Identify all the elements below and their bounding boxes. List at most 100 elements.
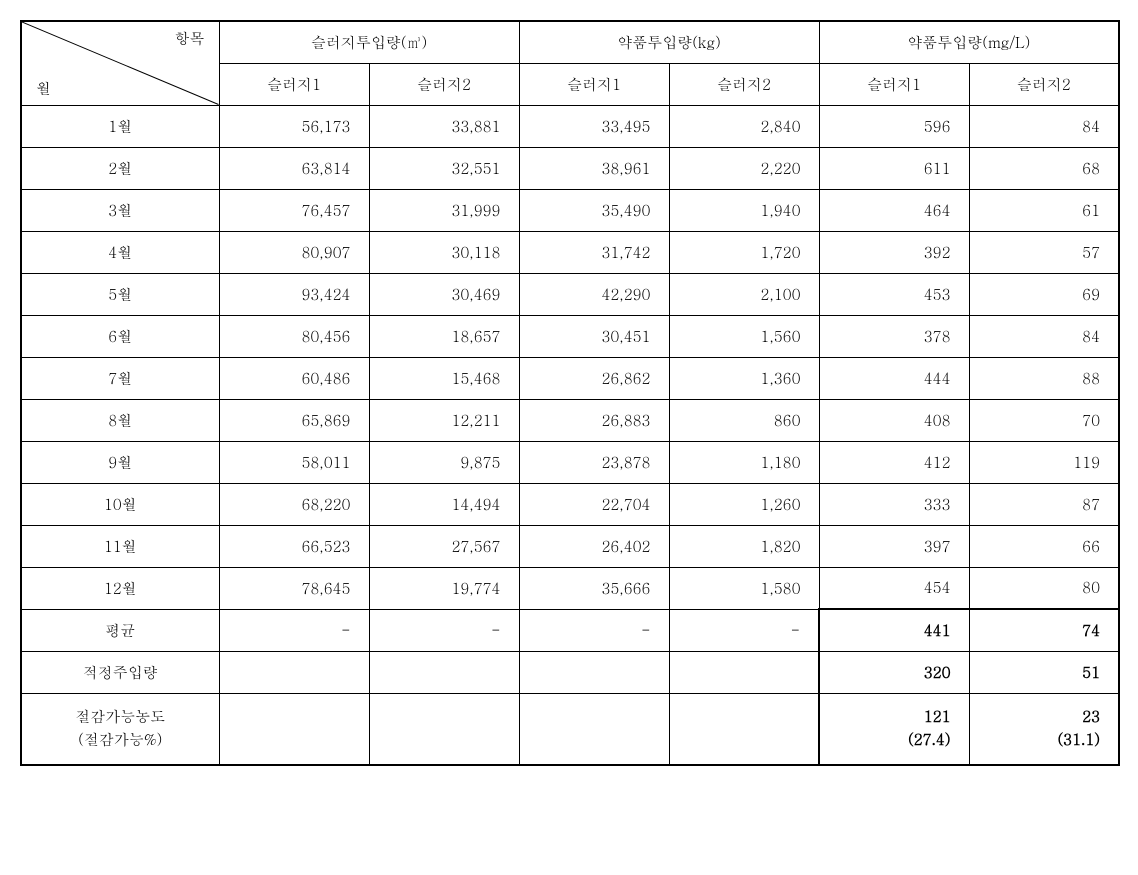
cell (219, 651, 369, 693)
cell: 19,774 (369, 567, 519, 609)
row-label-month: 5월 (21, 273, 219, 315)
group-header-sludge-volume: 슬러지투입량(㎥) (219, 21, 519, 63)
cell: 32,551 (369, 147, 519, 189)
corner-bottom-label: 월 (36, 78, 51, 99)
group-header-chemical-kg: 약품투입량(kg) (519, 21, 819, 63)
cell: 14,494 (369, 483, 519, 525)
cell: 80 (969, 567, 1119, 609)
cell-line: (31.1) (1058, 729, 1101, 750)
cell: 454 (819, 567, 969, 609)
cell: 84 (969, 315, 1119, 357)
row-label-month: 3월 (21, 189, 219, 231)
table-row: 1월56,17333,88133,4952,84059684 (21, 105, 1119, 147)
row-label-month: 2월 (21, 147, 219, 189)
cell: 30,469 (369, 273, 519, 315)
cell: 61 (969, 189, 1119, 231)
cell: 84 (969, 105, 1119, 147)
row-label-month: 4월 (21, 231, 219, 273)
cell: 76,457 (219, 189, 369, 231)
table-row: 9월58,0119,87523,8781,180412119 (21, 441, 1119, 483)
cell: - (219, 609, 369, 651)
cell (669, 693, 819, 765)
table-row: 4월80,90730,11831,7421,72039257 (21, 231, 1119, 273)
data-table: 항목 월 슬러지투입량(㎥) 약품투입량(kg) 약품투입량(mg/L) 슬러지… (20, 20, 1120, 766)
cell-line: 121 (924, 706, 951, 727)
sub-header: 슬러지1 (219, 63, 369, 105)
cell: - (369, 609, 519, 651)
cell: 80,456 (219, 315, 369, 357)
cell: 31,999 (369, 189, 519, 231)
cell: 26,862 (519, 357, 669, 399)
cell: 66,523 (219, 525, 369, 567)
cell: 9,875 (369, 441, 519, 483)
cell: 1,940 (669, 189, 819, 231)
row-label-month: 8월 (21, 399, 219, 441)
table-row: 12월78,64519,77435,6661,58045480 (21, 567, 1119, 609)
row-label-month: 9월 (21, 441, 219, 483)
row-average: 평균 - - - - 441 74 (21, 609, 1119, 651)
cell: 23(31.1) (969, 693, 1119, 765)
table-row: 5월93,42430,46942,2902,10045369 (21, 273, 1119, 315)
savings-label-line2: (절감가능%) (78, 729, 162, 750)
cell: 88 (969, 357, 1119, 399)
table-row: 10월68,22014,49422,7041,26033387 (21, 483, 1119, 525)
cell: 38,961 (519, 147, 669, 189)
cell: 453 (819, 273, 969, 315)
cell: 121(27.4) (819, 693, 969, 765)
cell: 611 (819, 147, 969, 189)
cell: 1,180 (669, 441, 819, 483)
cell: 1,720 (669, 231, 819, 273)
cell: 42,290 (519, 273, 669, 315)
cell: 2,100 (669, 273, 819, 315)
cell: 2,220 (669, 147, 819, 189)
table-row: 6월80,45618,65730,4511,56037884 (21, 315, 1119, 357)
cell: 441 (819, 609, 969, 651)
cell (669, 651, 819, 693)
cell: 392 (819, 231, 969, 273)
row-optimal: 적정주입량 320 51 (21, 651, 1119, 693)
cell: 58,011 (219, 441, 369, 483)
table-row: 8월65,86912,21126,88386040870 (21, 399, 1119, 441)
table-row: 11월66,52327,56726,4021,82039766 (21, 525, 1119, 567)
cell: 80,907 (219, 231, 369, 273)
cell: 1,560 (669, 315, 819, 357)
cell: - (669, 609, 819, 651)
cell: 30,118 (369, 231, 519, 273)
cell: 35,490 (519, 189, 669, 231)
row-label-savings: 절감가능농도 (절감가능%) (21, 693, 219, 765)
savings-label-line1: 절감가능농도 (75, 706, 165, 727)
cell: 1,820 (669, 525, 819, 567)
row-label-month: 6월 (21, 315, 219, 357)
cell: 320 (819, 651, 969, 693)
cell: 60,486 (219, 357, 369, 399)
cell: 63,814 (219, 147, 369, 189)
cell: 33,881 (369, 105, 519, 147)
table-row: 3월76,45731,99935,4901,94046461 (21, 189, 1119, 231)
row-label-month: 10월 (21, 483, 219, 525)
corner-header: 항목 월 (21, 21, 219, 105)
cell (369, 651, 519, 693)
sub-header: 슬러지1 (519, 63, 669, 105)
cell: 2,840 (669, 105, 819, 147)
cell (219, 693, 369, 765)
cell: 93,424 (219, 273, 369, 315)
cell: 26,402 (519, 525, 669, 567)
cell: 57 (969, 231, 1119, 273)
cell: 56,173 (219, 105, 369, 147)
cell: 69 (969, 273, 1119, 315)
cell (519, 693, 669, 765)
group-header-chemical-mgl: 약품투입량(mg/L) (819, 21, 1119, 63)
cell: 15,468 (369, 357, 519, 399)
cell: 66 (969, 525, 1119, 567)
cell-line: 23 (1082, 706, 1100, 727)
cell (369, 693, 519, 765)
row-label-optimal: 적정주입량 (21, 651, 219, 693)
cell: - (519, 609, 669, 651)
sub-header: 슬러지2 (969, 63, 1119, 105)
row-label-month: 1월 (21, 105, 219, 147)
row-savings: 절감가능농도 (절감가능%) 121(27.4) 23(31.1) (21, 693, 1119, 765)
cell: 119 (969, 441, 1119, 483)
cell: 70 (969, 399, 1119, 441)
cell: 408 (819, 399, 969, 441)
cell: 378 (819, 315, 969, 357)
